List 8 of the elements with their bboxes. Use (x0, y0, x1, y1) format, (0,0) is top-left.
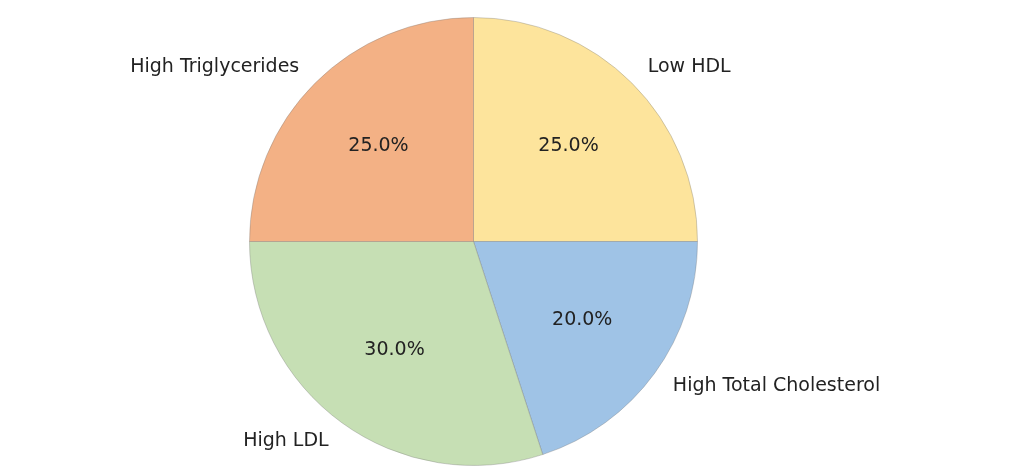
slice-label: High Total Cholesterol (672, 373, 881, 396)
data-label: 25.0% (348, 133, 409, 156)
data-label: 30.0% (364, 337, 425, 360)
slice-label: High LDL (243, 427, 330, 450)
data-label: 25.0% (538, 133, 599, 156)
slice-label: High Triglycerides (130, 54, 300, 77)
slice-label: Low HDL (647, 54, 732, 77)
data-label: 20.0% (552, 307, 613, 330)
